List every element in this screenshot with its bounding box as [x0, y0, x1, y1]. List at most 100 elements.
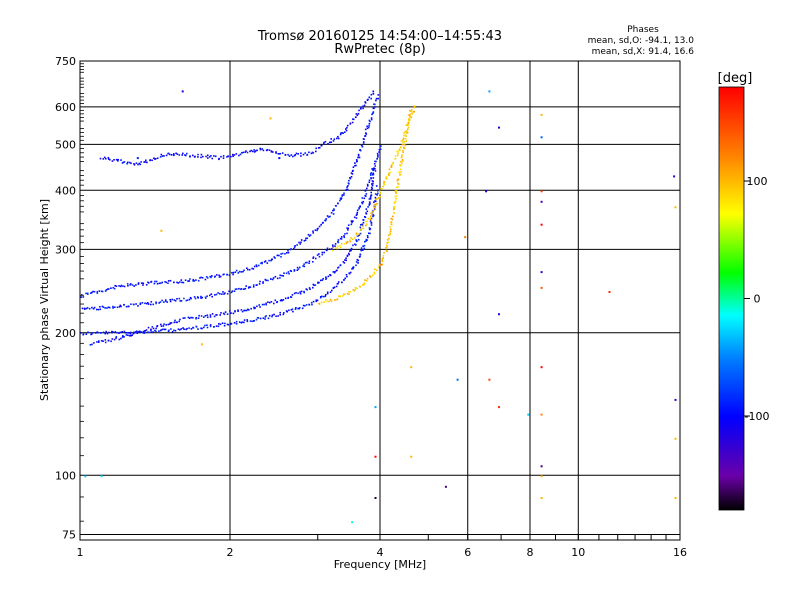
- trace-point: [282, 299, 285, 301]
- trace-point: [393, 202, 396, 204]
- trace-point: [372, 215, 374, 218]
- scatter-point: [456, 378, 459, 381]
- trace-point: [113, 338, 116, 341]
- trace-point: [117, 158, 119, 161]
- trace-point: [190, 297, 192, 300]
- trace-point: [137, 163, 139, 166]
- trace-point: [323, 301, 325, 303]
- trace-point: [161, 299, 163, 302]
- trace-point: [367, 236, 369, 239]
- trace-point: [133, 285, 135, 287]
- trace-point: [147, 282, 150, 284]
- trace-point: [173, 281, 175, 284]
- scatter-point: [181, 90, 184, 93]
- trace-point: [340, 236, 343, 238]
- trace-point: [308, 262, 310, 264]
- trace-point: [388, 174, 390, 176]
- trace-point: [262, 281, 264, 283]
- trace-point: [334, 247, 337, 249]
- trace-point: [181, 281, 183, 284]
- trace-point: [211, 275, 213, 277]
- trace-point: [332, 246, 334, 248]
- trace-point: [270, 301, 273, 303]
- trace-point: [288, 272, 290, 275]
- trace-point: [163, 301, 165, 303]
- trace-point: [300, 239, 303, 241]
- trace-point: [274, 275, 277, 278]
- trace-point: [354, 243, 356, 246]
- trace-point: [209, 324, 212, 326]
- trace-point: [389, 233, 391, 236]
- trace-point: [300, 290, 303, 293]
- trace-point: [355, 239, 357, 241]
- trace-point: [373, 208, 376, 210]
- trace-point: [403, 147, 406, 150]
- trace-point: [370, 224, 373, 226]
- trace-point: [302, 304, 305, 307]
- trace-point: [273, 313, 275, 316]
- trace-point: [373, 209, 375, 211]
- trace-point: [362, 219, 365, 221]
- trace-point: [160, 153, 163, 156]
- trace-point: [261, 261, 263, 264]
- trace-point: [123, 161, 126, 163]
- trace-point: [247, 287, 250, 289]
- trace-point: [114, 284, 116, 287]
- trace-point: [122, 335, 124, 337]
- scatter-point: [160, 229, 163, 232]
- trace-point: [259, 317, 262, 320]
- trace-point: [374, 160, 376, 163]
- trace-point: [315, 150, 317, 153]
- trace-point: [253, 151, 256, 153]
- trace-point: [245, 309, 248, 312]
- trace-point: [280, 274, 283, 277]
- trace-point: [109, 158, 111, 161]
- trace-point: [344, 259, 346, 261]
- trace-point: [341, 281, 343, 284]
- trace-point: [369, 232, 371, 235]
- trace-point: [195, 317, 197, 319]
- trace-point: [337, 241, 340, 244]
- trace-point: [366, 220, 368, 223]
- scatter-point: [540, 271, 543, 274]
- trace-point: [256, 265, 258, 268]
- trace-point: [329, 298, 332, 301]
- trace-point: [366, 278, 369, 280]
- trace-point: [126, 283, 129, 285]
- trace-point: [326, 291, 329, 294]
- trace-point: [246, 319, 248, 321]
- trace-point: [120, 337, 122, 340]
- trace-point: [368, 201, 371, 203]
- scatter-point: [540, 465, 543, 468]
- trace-point: [383, 180, 385, 183]
- trace-point: [210, 293, 213, 295]
- trace-point: [182, 152, 184, 155]
- trace-point: [327, 143, 329, 145]
- trace-point: [275, 152, 277, 154]
- trace-point: [303, 305, 306, 307]
- trace-point: [314, 284, 317, 286]
- trace-point: [197, 297, 199, 299]
- trace-point: [303, 291, 305, 294]
- trace-point: [237, 309, 239, 311]
- trace-point: [403, 146, 405, 149]
- trace-point: [345, 129, 348, 132]
- trace-point: [102, 331, 105, 334]
- trace-point: [314, 229, 317, 231]
- trace-point: [179, 318, 181, 321]
- trace-point: [355, 264, 357, 267]
- trace-point: [218, 323, 220, 325]
- trace-point: [238, 321, 241, 323]
- trace-point: [353, 289, 356, 292]
- colorbar-tick-label: 0: [754, 293, 761, 306]
- trace-point: [380, 187, 382, 190]
- trace-point: [352, 118, 354, 120]
- trace-point: [379, 192, 382, 194]
- trace-point: [97, 341, 100, 343]
- trace-point: [346, 232, 348, 235]
- trace-point: [282, 313, 285, 316]
- trace-point: [393, 212, 395, 214]
- trace-point: [255, 264, 258, 266]
- trace-point: [346, 186, 348, 188]
- trace-point: [398, 171, 400, 173]
